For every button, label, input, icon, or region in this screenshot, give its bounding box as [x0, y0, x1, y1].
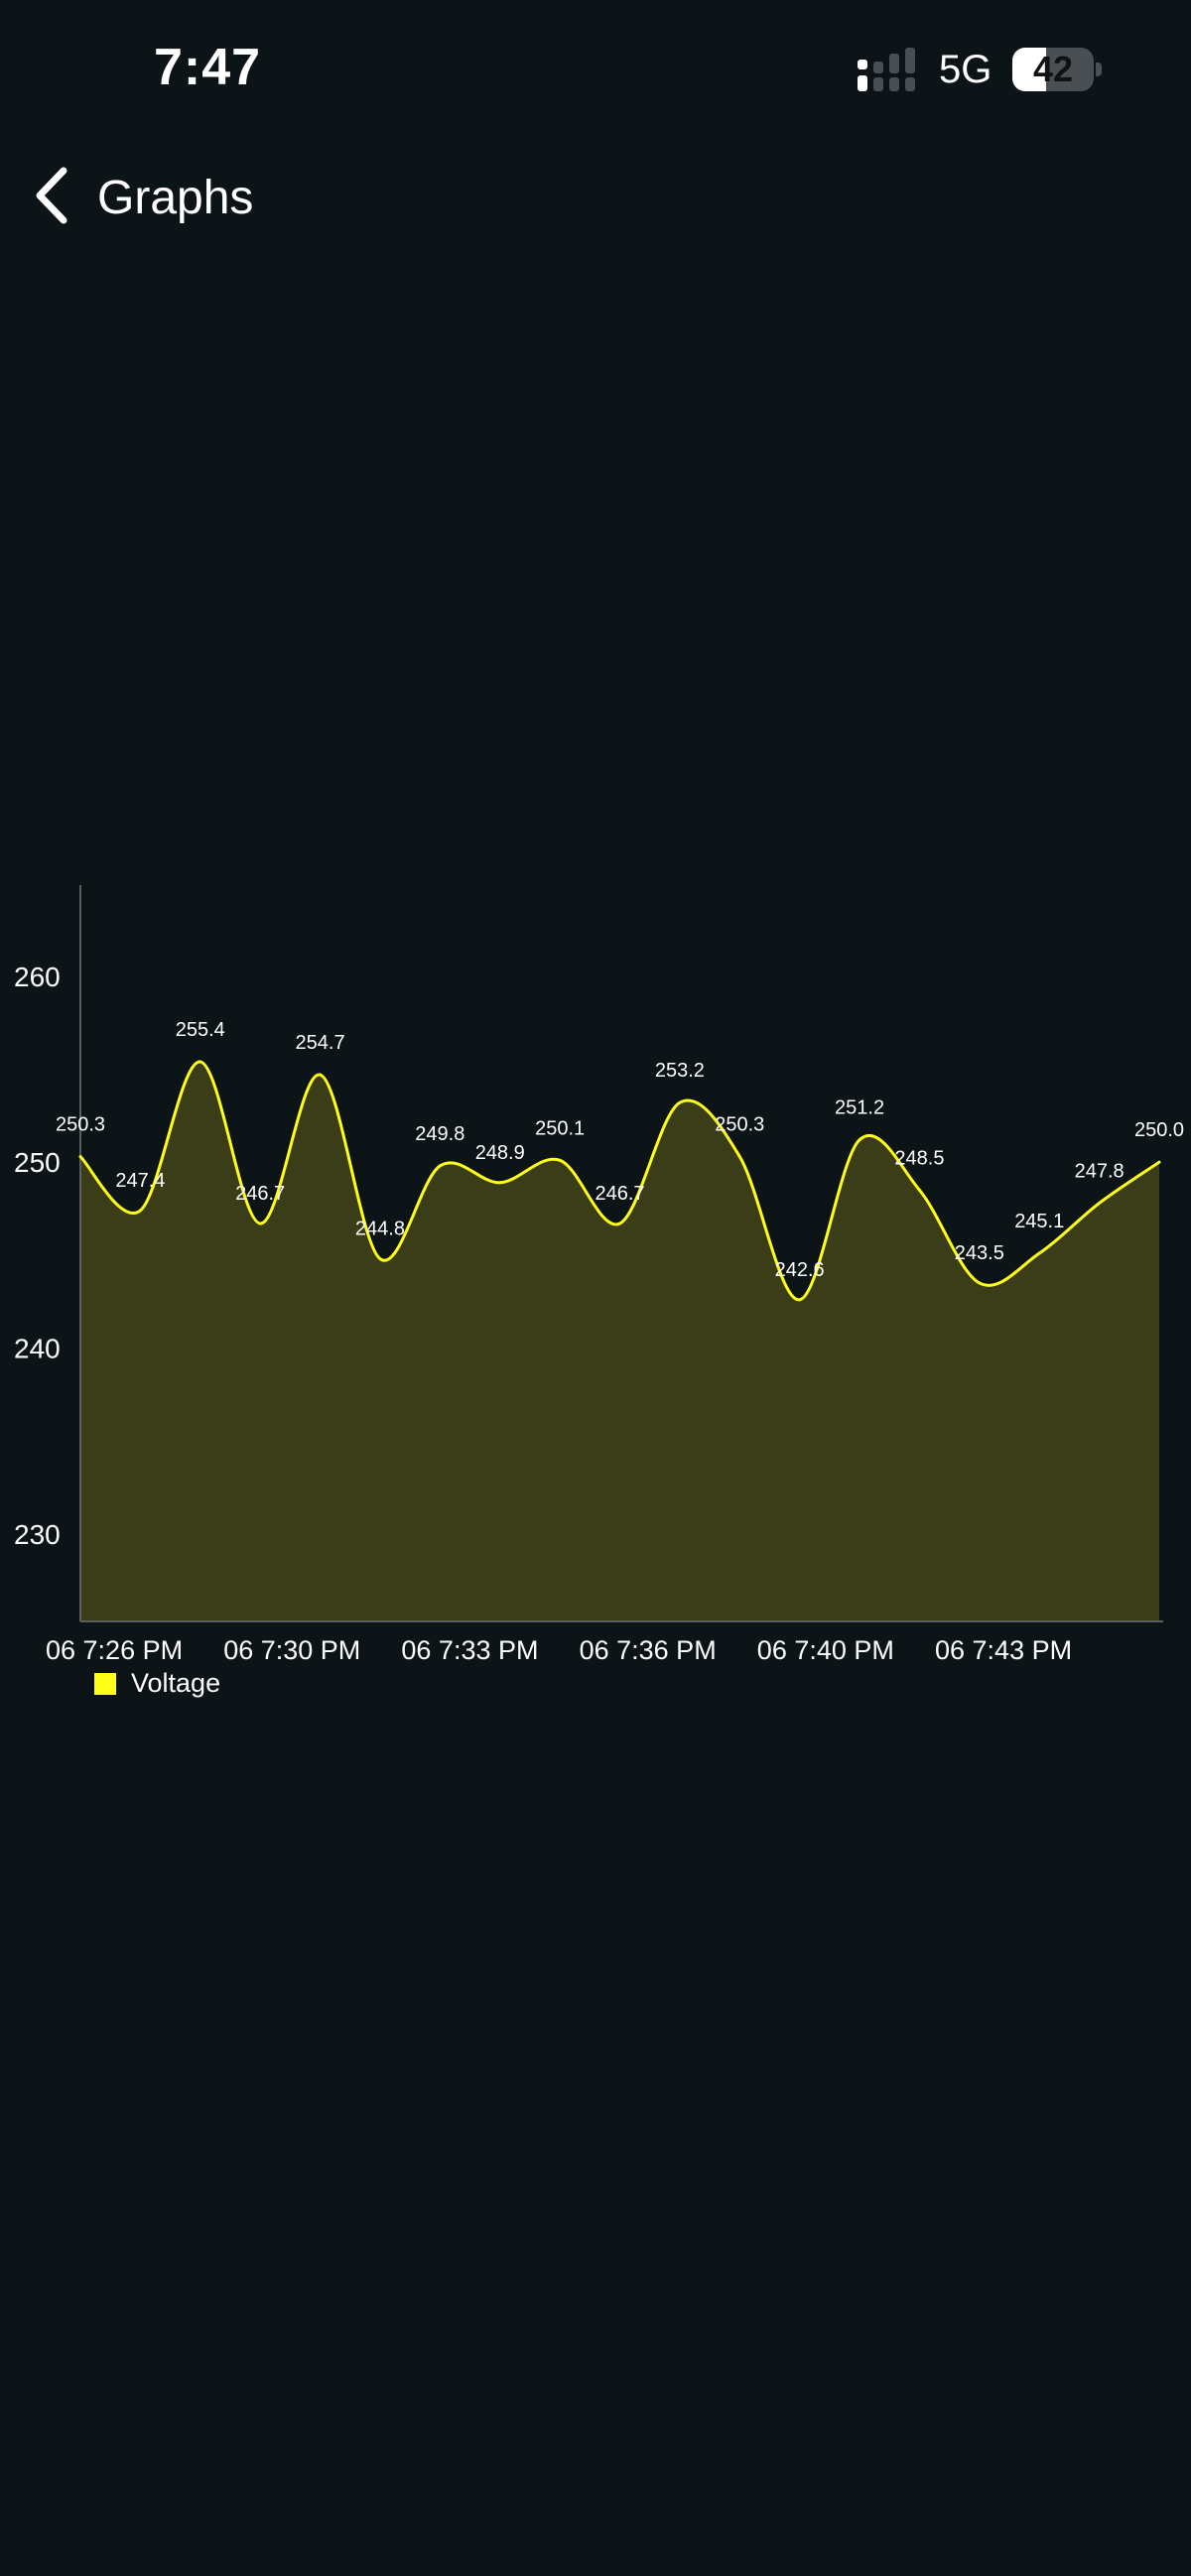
battery-percentage: 42	[1032, 49, 1074, 89]
data-label: 249.8	[415, 1123, 464, 1145]
y-tick-label: 240	[14, 1334, 61, 1364]
voltage-series-line	[78, 1060, 1160, 1302]
legend-label-voltage: Voltage	[131, 1668, 221, 1698]
x-tick-label: 06 7:33 PM	[401, 1635, 538, 1665]
data-point	[319, 1073, 323, 1077]
status-time: 7:47	[154, 39, 262, 96]
data-label: 247.8	[1075, 1160, 1125, 1182]
data-point	[558, 1158, 562, 1162]
battery-icon: 42	[1012, 48, 1094, 91]
data-label: 243.5	[955, 1242, 1004, 1264]
data-label: 251.2	[835, 1097, 884, 1119]
status-bar: 7:47 5G 42	[0, 0, 1191, 139]
data-label: 242.6	[775, 1259, 825, 1281]
data-point	[1037, 1251, 1041, 1255]
data-point	[798, 1298, 802, 1302]
voltage-chart: 230 240 250 260 06 7:26 PM 06 7:30 PM 06 7:33 …	[14, 885, 1184, 1665]
page-title: Graphs	[97, 172, 254, 224]
network-type: 5G	[939, 48, 992, 91]
signal-strength-icon	[858, 48, 915, 91]
data-label: 254.7	[296, 1032, 345, 1054]
data-point	[1098, 1201, 1102, 1205]
data-label: 246.7	[595, 1183, 644, 1205]
data-point	[198, 1060, 202, 1064]
data-point	[858, 1138, 861, 1142]
data-point	[978, 1281, 982, 1285]
voltage-area-fill	[80, 1061, 1159, 1621]
data-point	[498, 1181, 502, 1185]
data-label: 250.3	[56, 1114, 105, 1136]
data-point	[378, 1257, 382, 1261]
navigation-bar: Graphs	[0, 149, 1191, 238]
data-point	[258, 1222, 262, 1225]
x-tick-label: 06 7:26 PM	[46, 1635, 183, 1665]
data-label: 248.5	[894, 1147, 944, 1169]
y-tick-label: 250	[14, 1147, 61, 1178]
data-label: 253.2	[655, 1060, 705, 1082]
data-point	[678, 1100, 682, 1104]
legend-swatch-voltage	[94, 1673, 116, 1695]
y-tick-label: 260	[14, 962, 61, 992]
y-tick-label: 230	[14, 1519, 61, 1550]
data-label: 250.1	[535, 1117, 585, 1139]
battery-level	[1012, 48, 1047, 91]
data-point	[1157, 1160, 1161, 1164]
data-label: 247.4	[115, 1170, 165, 1192]
x-tick-label: 06 7:36 PM	[580, 1635, 717, 1665]
data-label: 250.3	[715, 1114, 764, 1136]
data-label: 244.8	[355, 1219, 405, 1240]
data-point	[737, 1155, 741, 1159]
data-point	[618, 1222, 621, 1225]
x-tick-label: 06 7:43 PM	[935, 1635, 1072, 1665]
data-point	[138, 1209, 142, 1213]
x-tick-label: 06 7:40 PM	[757, 1635, 894, 1665]
data-label: 255.4	[176, 1019, 225, 1041]
battery-cap	[1096, 63, 1102, 76]
data-point	[78, 1155, 82, 1159]
chevron-left-icon	[36, 167, 67, 224]
back-button[interactable]: Graphs	[28, 161, 276, 230]
data-label: 250.0	[1134, 1119, 1184, 1141]
data-label: 246.7	[235, 1183, 285, 1205]
data-point	[438, 1164, 442, 1168]
data-label: 245.1	[1014, 1211, 1064, 1232]
data-label: 248.9	[475, 1142, 525, 1164]
data-point	[917, 1188, 921, 1192]
x-tick-label: 06 7:30 PM	[223, 1635, 360, 1665]
